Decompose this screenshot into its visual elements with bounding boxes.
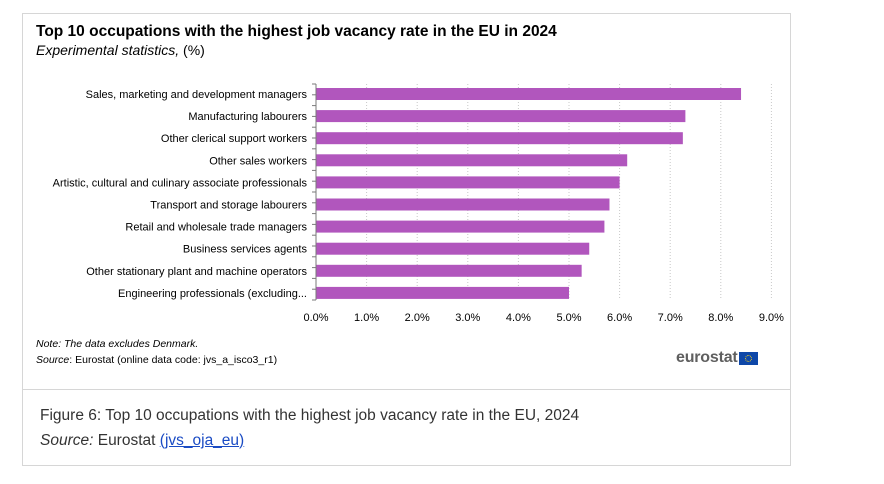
- bar: [316, 132, 683, 145]
- category-label: Business services agents: [183, 244, 308, 256]
- bar: [316, 220, 605, 233]
- x-tick-label: 6.0%: [607, 312, 632, 324]
- bar: [316, 88, 742, 100]
- bar: [316, 176, 620, 189]
- x-tick-label: 3.0%: [455, 312, 480, 324]
- x-tick-label: 5.0%: [556, 312, 581, 324]
- eurostat-logo: eurostat: [676, 349, 758, 367]
- eu-flag-icon: [738, 351, 758, 365]
- category-label: Transport and storage labourers: [150, 200, 307, 212]
- category-label: Artistic, cultural and culinary associat…: [53, 177, 308, 189]
- bar-chart: Sales, marketing and development manager…: [53, 83, 784, 324]
- caption-source-label: Source:: [40, 432, 94, 449]
- bar: [316, 110, 686, 123]
- source-label: Source: [36, 354, 70, 366]
- bar: [316, 242, 590, 255]
- x-tick-label: 1.0%: [354, 312, 379, 324]
- bar: [316, 264, 582, 277]
- note-label: Note: [36, 338, 59, 350]
- category-label: Retail and wholesale trade managers: [125, 222, 307, 234]
- chart-source: Source: Eurostat (online data code: jvs_…: [36, 354, 277, 366]
- dataset-link-text: jvs_oja_eu: [164, 432, 240, 449]
- category-label: Other stationary plant and machine opera…: [86, 266, 307, 278]
- subtitle-units: (%): [179, 42, 205, 58]
- category-label: Engineering professionals (excluding...: [118, 288, 307, 300]
- category-label: Manufacturing labourers: [188, 111, 307, 123]
- caption-source-prefix: Eurostat: [93, 432, 160, 449]
- x-tick-label: 7.0%: [658, 312, 683, 324]
- figure-frame: Top 10 occupations with the highest job …: [22, 13, 791, 466]
- eurostat-logo-text: eurostat: [676, 349, 738, 366]
- note-text: : The data excludes Denmark.: [58, 338, 199, 350]
- divider: [23, 389, 790, 390]
- x-tick-label: 9.0%: [759, 312, 784, 324]
- x-tick-label: 8.0%: [708, 312, 733, 324]
- subtitle-italic: Experimental statistics,: [36, 42, 180, 58]
- category-label: Sales, marketing and development manager…: [86, 89, 308, 101]
- x-tick-label: 0.0%: [303, 312, 328, 324]
- dataset-link-open: (: [159, 432, 165, 449]
- bar: [316, 286, 569, 299]
- bar: [316, 154, 628, 167]
- bar: [316, 198, 610, 211]
- category-label: Other sales workers: [209, 155, 307, 167]
- dataset-link-close: ): [239, 432, 245, 449]
- dataset-link[interactable]: (jvs_oja_eu): [160, 432, 244, 449]
- chart-note: Note: The data excludes Denmark.: [36, 338, 198, 350]
- caption-source: Source: Eurostat (jvs_oja_eu): [40, 432, 244, 450]
- source-text: : Eurostat (online data code: jvs_a_isco…: [69, 354, 278, 366]
- x-tick-label: 2.0%: [405, 312, 430, 324]
- chart-title: Top 10 occupations with the highest job …: [36, 23, 557, 40]
- x-tick-label: 4.0%: [506, 312, 531, 324]
- chart-subtitle: Experimental statistics, (%): [36, 42, 205, 58]
- figure-caption: Figure 6: Top 10 occupations with the hi…: [40, 407, 580, 424]
- category-label: Other clerical support workers: [161, 133, 308, 145]
